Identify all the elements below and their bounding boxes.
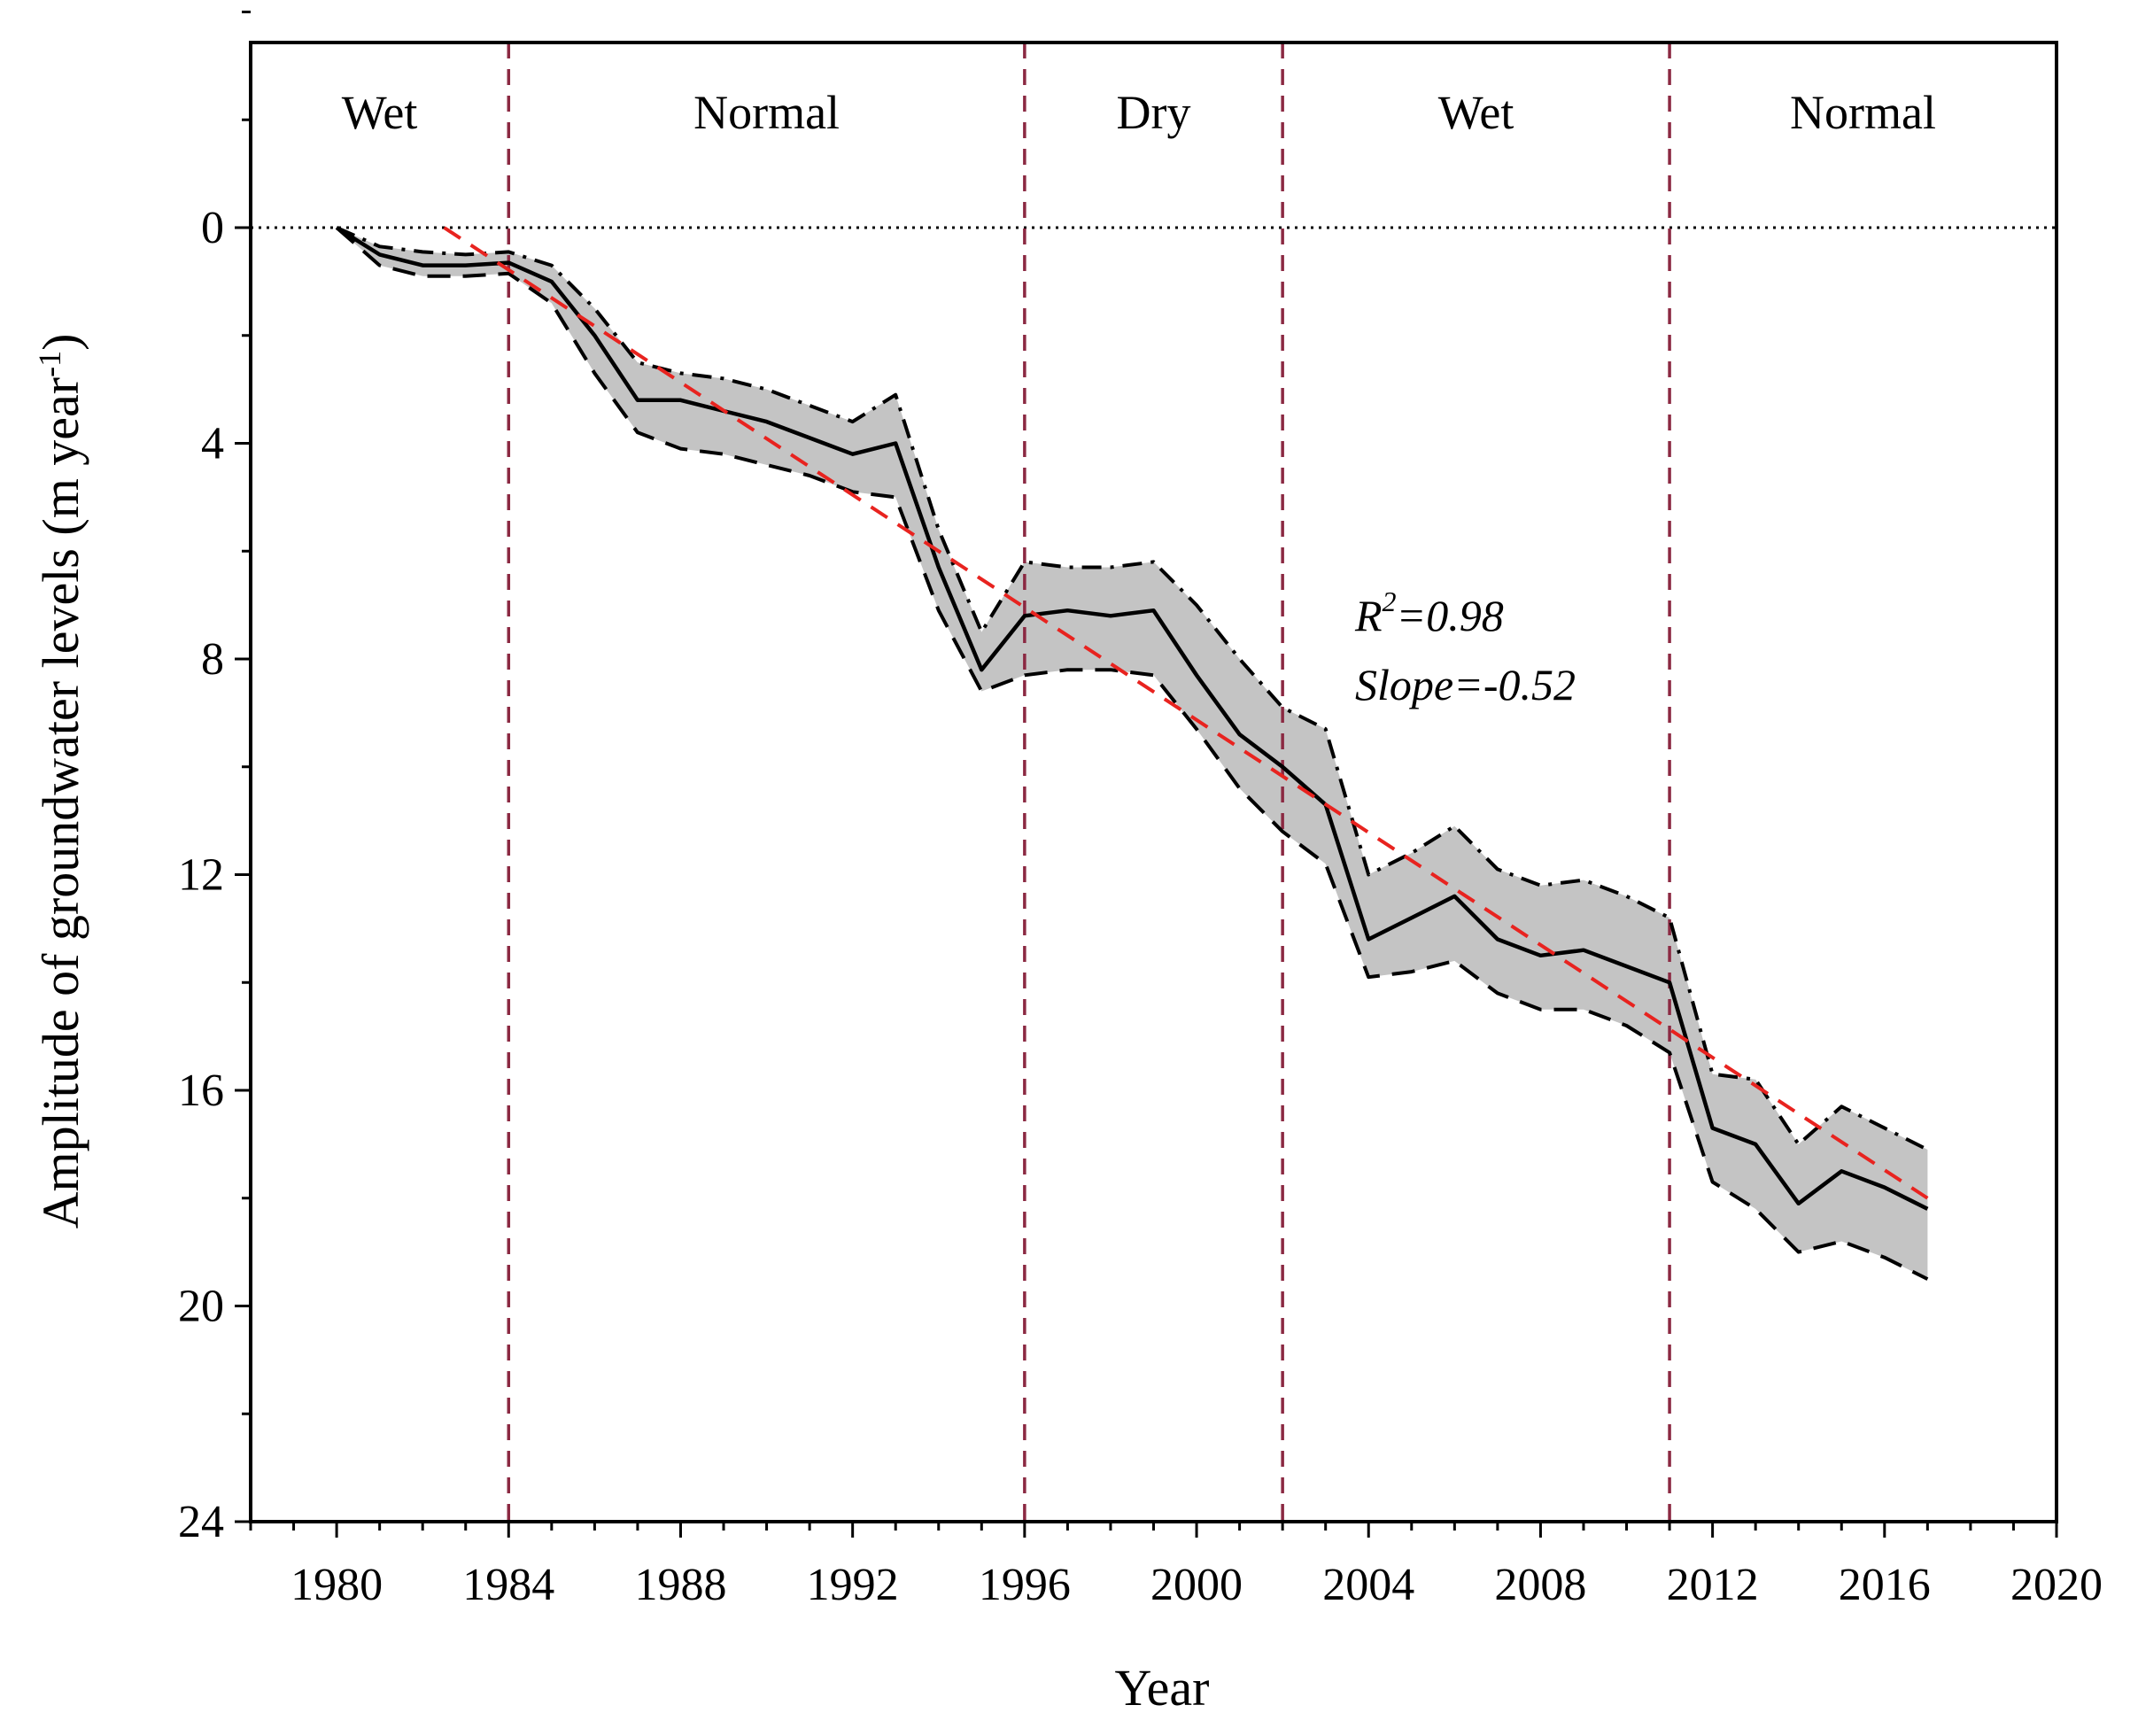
y-tick-label: 8: [201, 634, 224, 685]
r-squared-symbol: R: [1354, 591, 1383, 640]
x-axis-title: Year: [1115, 1659, 1210, 1717]
y-tick-label: 16: [178, 1066, 224, 1116]
x-tick-label: 1996: [979, 1560, 1071, 1610]
slope-annotation: Slope=-0.52: [1355, 660, 1576, 709]
period-label-5: Normal: [1790, 86, 1936, 139]
period-label-1: Wet: [342, 86, 418, 139]
uncertainty-band: [337, 228, 1928, 1280]
x-tick-label: 2008: [1494, 1560, 1586, 1610]
x-tick-label: 1988: [634, 1560, 726, 1610]
x-tick-label: 2016: [1839, 1560, 1931, 1610]
r-squared-value: =0.98: [1397, 591, 1504, 640]
r-squared-superscript: 2: [1383, 585, 1397, 617]
x-tick-label: 2012: [1667, 1560, 1759, 1610]
y-axis-title-superscript: -1: [32, 351, 67, 377]
trend-line: [443, 226, 1929, 1200]
x-tick-label: 2004: [1322, 1560, 1414, 1610]
series-layer: [335, 226, 1929, 1281]
y-tick-label: 20: [178, 1282, 224, 1332]
period-label-3: Dry: [1117, 86, 1191, 139]
r-squared-annotation: R2=0.98: [1354, 585, 1504, 640]
series-line-lower-bound: [335, 226, 1929, 1281]
x-tick-label: 1984: [462, 1560, 554, 1610]
y-tick-label: 0: [201, 203, 224, 253]
y-axis-title-close: ): [32, 334, 89, 351]
x-tick-label: 1992: [807, 1560, 899, 1610]
y-tick-label: 12: [178, 850, 224, 901]
series-line-upper-bound: [336, 226, 1929, 1151]
period-label-4: Wet: [1438, 86, 1514, 139]
y-tick-label: 4: [201, 419, 224, 469]
period-boundaries-layer: [251, 43, 2057, 1522]
uncertainty-band-layer: [337, 228, 1928, 1280]
x-tick-label: 2000: [1150, 1560, 1243, 1610]
series-line-mean: [335, 226, 1929, 1211]
y-axis-title-main: Amplitude of groundwater levels (m year: [32, 377, 89, 1229]
x-tick-label: 2020: [2010, 1560, 2103, 1610]
axes-layer: [235, 11, 2058, 1538]
labels-layer: Year Amplitude of groundwater levels (m …: [32, 86, 2103, 1717]
y-tick-label: 24: [178, 1497, 224, 1547]
period-label-2: Normal: [693, 86, 840, 139]
y-axis-title: Amplitude of groundwater levels (m year-…: [32, 334, 89, 1229]
x-tick-label: 1980: [290, 1560, 383, 1610]
